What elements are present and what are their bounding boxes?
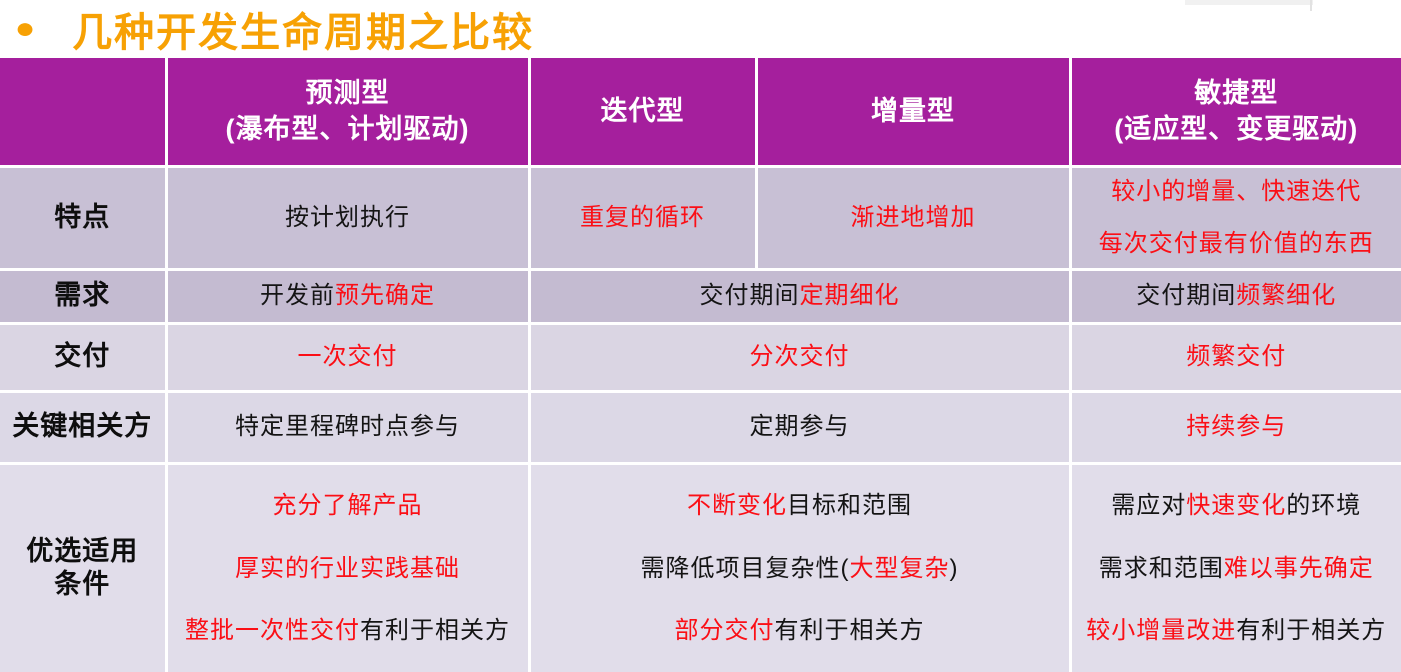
table-cell: 充分了解产品 厚实的行业实践基础 整批一次性交付有利于相关方 — [164, 461, 531, 672]
row-label: 需求 — [0, 267, 168, 325]
header-cell — [0, 56, 168, 168]
table-cell: 特定里程碑时点参与 — [164, 389, 531, 465]
table-row: 需求 开发前预先确定 交付期间定期细化 交付期间频繁细化 — [0, 267, 1401, 325]
table-cell: 分次交付 — [527, 321, 1072, 393]
table-row: 交付 一次交付 分次交付 频繁交付 — [0, 321, 1401, 393]
table-cell: 不断变化目标和范围 需降低项目复杂性(大型复杂) 部分交付有利于相关方 — [527, 461, 1072, 672]
table-cell: 按计划执行 — [164, 164, 531, 271]
table-cell: 重复的循环 — [527, 164, 758, 271]
table-cell: 定期参与 — [527, 389, 1072, 465]
header-row: 预测型 (瀑布型、计划驱动) 迭代型 增量型 敏捷型 (适应型、变更驱动) — [0, 56, 1401, 168]
table-body: 特点 按计划执行 重复的循环 渐进地增加 较小的增量、快速迭代 每次交付最有价值的东西 需求… — [0, 164, 1401, 672]
comparison-table: 预测型 (瀑布型、计划驱动) 迭代型 增量型 敏捷型 (适应型、变更驱动) 特点 按计划执行… — [0, 56, 1401, 672]
table-row: 关键相关方 特定里程碑时点参与 定期参与 持续参与 — [0, 389, 1401, 465]
table-row: 优选适用 条件 充分了解产品 厚实的行业实践基础 整批一次性交付有利于相关方 不断变化目标… — [0, 461, 1401, 672]
header-cell: 敏捷型 (适应型、变更驱动) — [1068, 56, 1401, 168]
table-cell: 需应对快速变化的环境 需求和范围难以事先确定 较小增量改进有利于相关方 — [1068, 461, 1401, 672]
table-cell: 渐进地增加 — [754, 164, 1072, 271]
bullet-icon: ● — [14, 12, 36, 45]
table-cell: 交付期间频繁细化 — [1068, 267, 1401, 325]
header-cell: 预测型 (瀑布型、计划驱动) — [164, 56, 531, 168]
page-title: 几种开发生命周期之比较 — [72, 10, 535, 55]
row-label: 交付 — [0, 321, 168, 393]
row-label: 关键相关方 — [0, 389, 168, 465]
header-cell: 增量型 — [754, 56, 1072, 168]
slide-title-row: ● 几种开发生命周期之比较 — [0, 0, 1401, 58]
header-cell: 迭代型 — [527, 56, 758, 168]
table-cell: 交付期间定期细化 — [527, 267, 1072, 325]
cropped-artifact — [1185, 0, 1313, 11]
table-cell: 较小的增量、快速迭代 每次交付最有价值的东西 — [1068, 164, 1401, 271]
row-label: 特点 — [0, 164, 168, 271]
table-cell: 持续参与 — [1068, 389, 1401, 465]
table-row: 特点 按计划执行 重复的循环 渐进地增加 较小的增量、快速迭代 每次交付最有价值的东西 — [0, 164, 1401, 271]
table-cell: 一次交付 — [164, 321, 531, 393]
row-label: 优选适用 条件 — [0, 461, 168, 672]
table-cell: 频繁交付 — [1068, 321, 1401, 393]
table-cell: 开发前预先确定 — [164, 267, 531, 325]
